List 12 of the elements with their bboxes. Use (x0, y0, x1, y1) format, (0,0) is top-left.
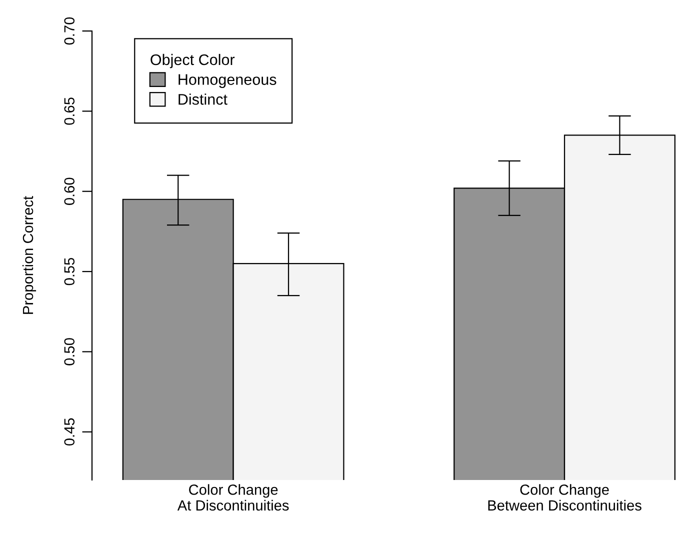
y-tick-label: 0.50 (64, 338, 75, 366)
y-tick-label: 0.55 (64, 258, 75, 286)
x-tick-label: Color Change At Discontinuities (177, 484, 289, 511)
y-tick-label: 0.60 (64, 178, 75, 205)
y-tick-label: 0.70 (64, 17, 75, 45)
y-tick-label: 0.65 (64, 98, 75, 125)
y-tick-label: 0.45 (64, 418, 75, 446)
legend-label: Distinct (178, 94, 228, 105)
legend-title: Object Color (150, 54, 235, 68)
x-tick-label: Color Change Between Discontinuities (488, 484, 642, 511)
legend-label: Homogeneous (178, 74, 276, 88)
y-axis-title: Proportion Correct (22, 196, 36, 314)
